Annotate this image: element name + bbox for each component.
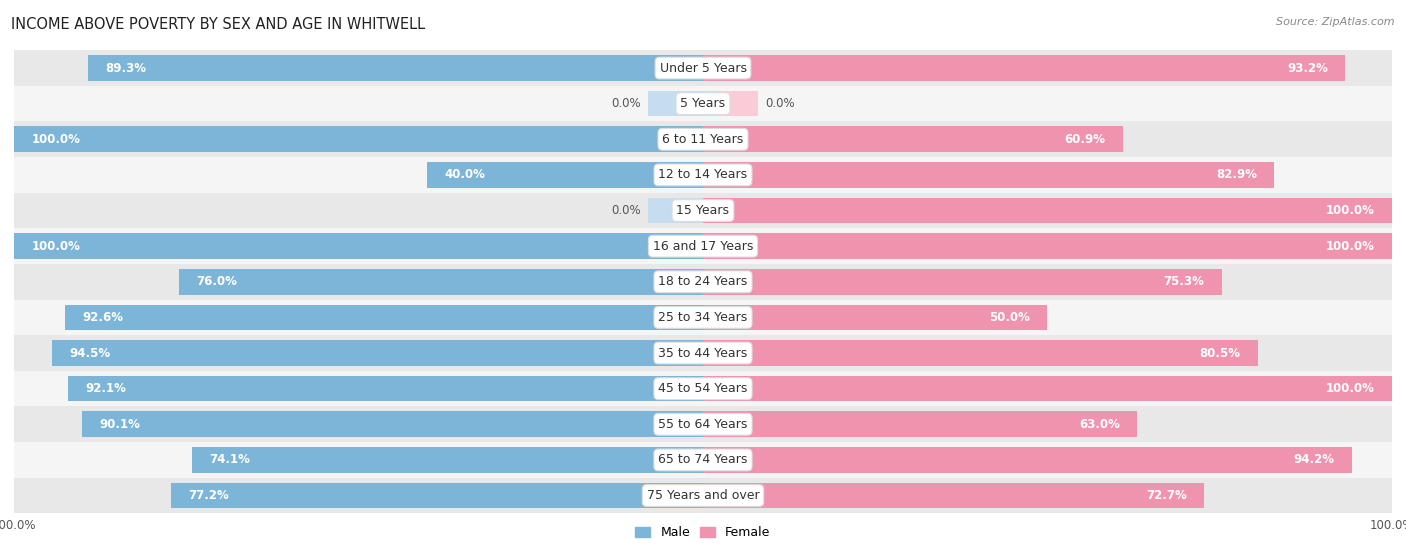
Bar xyxy=(193,447,703,473)
Legend: Male, Female: Male, Female xyxy=(630,521,776,544)
Bar xyxy=(87,55,703,81)
Text: 40.0%: 40.0% xyxy=(444,169,485,181)
Bar xyxy=(703,340,1257,366)
Bar xyxy=(703,411,1137,437)
Text: 100.0%: 100.0% xyxy=(1326,204,1375,217)
Bar xyxy=(14,233,703,259)
Text: 94.2%: 94.2% xyxy=(1294,454,1334,466)
Text: 93.2%: 93.2% xyxy=(1286,61,1327,75)
Bar xyxy=(52,340,703,366)
Text: 12 to 14 Years: 12 to 14 Years xyxy=(658,169,748,181)
Bar xyxy=(14,371,1392,406)
Bar xyxy=(703,198,1392,223)
Text: 6 to 11 Years: 6 to 11 Years xyxy=(662,133,744,146)
Text: 15 Years: 15 Years xyxy=(676,204,730,217)
Text: 100.0%: 100.0% xyxy=(31,240,80,253)
Text: 100.0%: 100.0% xyxy=(31,133,80,146)
Bar xyxy=(703,483,1204,508)
Bar xyxy=(14,442,1392,478)
Text: 82.9%: 82.9% xyxy=(1216,169,1257,181)
Text: 25 to 34 Years: 25 to 34 Years xyxy=(658,311,748,324)
Text: 94.5%: 94.5% xyxy=(69,347,110,359)
Text: 74.1%: 74.1% xyxy=(209,454,250,466)
Bar xyxy=(14,193,1392,228)
Bar xyxy=(14,335,1392,371)
Text: 45 to 54 Years: 45 to 54 Years xyxy=(658,382,748,395)
Bar xyxy=(172,483,703,508)
Text: 63.0%: 63.0% xyxy=(1078,418,1119,431)
Bar xyxy=(703,447,1353,473)
Bar xyxy=(14,264,1392,300)
Bar xyxy=(648,198,703,223)
Bar xyxy=(69,376,703,402)
Bar xyxy=(65,305,703,330)
Text: 100.0%: 100.0% xyxy=(1326,382,1375,395)
Bar xyxy=(14,127,703,152)
Text: 0.0%: 0.0% xyxy=(612,204,641,217)
Bar xyxy=(703,127,1122,152)
Bar xyxy=(14,406,1392,442)
Bar xyxy=(703,305,1047,330)
Bar xyxy=(703,269,1222,295)
Text: 89.3%: 89.3% xyxy=(105,61,146,75)
Bar xyxy=(180,269,703,295)
Text: Under 5 Years: Under 5 Years xyxy=(659,61,747,75)
Text: 75.3%: 75.3% xyxy=(1164,275,1205,288)
Bar xyxy=(703,55,1346,81)
Bar xyxy=(703,233,1392,259)
Text: 35 to 44 Years: 35 to 44 Years xyxy=(658,347,748,359)
Text: 92.1%: 92.1% xyxy=(86,382,127,395)
Bar xyxy=(83,411,703,437)
Text: INCOME ABOVE POVERTY BY SEX AND AGE IN WHITWELL: INCOME ABOVE POVERTY BY SEX AND AGE IN W… xyxy=(11,17,426,32)
Text: 16 and 17 Years: 16 and 17 Years xyxy=(652,240,754,253)
Text: 72.7%: 72.7% xyxy=(1146,489,1187,502)
Bar xyxy=(703,376,1392,402)
Bar xyxy=(14,86,1392,122)
Text: 50.0%: 50.0% xyxy=(990,311,1031,324)
Text: 65 to 74 Years: 65 to 74 Years xyxy=(658,454,748,466)
Text: 80.5%: 80.5% xyxy=(1199,347,1240,359)
Bar xyxy=(427,162,703,187)
Text: 5 Years: 5 Years xyxy=(681,97,725,110)
Bar xyxy=(703,91,758,117)
Bar xyxy=(703,162,1274,187)
Text: 90.1%: 90.1% xyxy=(100,418,141,431)
Text: 100.0%: 100.0% xyxy=(1326,240,1375,253)
Text: 92.6%: 92.6% xyxy=(83,311,124,324)
Bar xyxy=(14,157,1392,193)
Bar xyxy=(14,478,1392,513)
Text: 75 Years and over: 75 Years and over xyxy=(647,489,759,502)
Text: 60.9%: 60.9% xyxy=(1064,133,1105,146)
Text: 77.2%: 77.2% xyxy=(188,489,229,502)
Text: 76.0%: 76.0% xyxy=(197,275,238,288)
Text: 18 to 24 Years: 18 to 24 Years xyxy=(658,275,748,288)
Bar xyxy=(14,228,1392,264)
Text: 0.0%: 0.0% xyxy=(612,97,641,110)
Bar xyxy=(14,50,1392,86)
Text: Source: ZipAtlas.com: Source: ZipAtlas.com xyxy=(1277,17,1395,27)
Text: 55 to 64 Years: 55 to 64 Years xyxy=(658,418,748,431)
Bar xyxy=(14,300,1392,335)
Bar xyxy=(648,91,703,117)
Text: 0.0%: 0.0% xyxy=(765,97,794,110)
Bar xyxy=(14,122,1392,157)
